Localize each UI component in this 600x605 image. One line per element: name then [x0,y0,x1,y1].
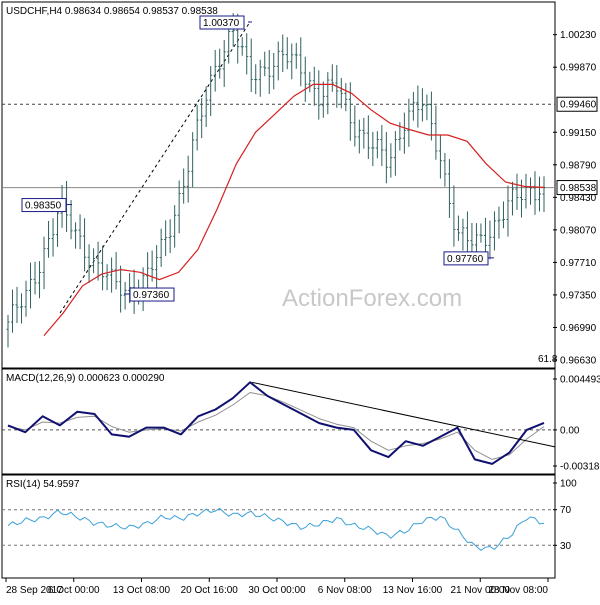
rsi-line [7,507,545,552]
macd-signal-line [7,392,545,460]
macd-plot: 0.004493 0.00 -0.003186 [2,375,600,473]
price-annotation-label: 0.98350 [25,201,62,212]
candles [6,13,546,348]
price-annotation-label: 0.97760 [447,254,484,265]
rsi-tick-label: 30 [560,541,572,552]
time-tick-label: 13 Nov 16:00 [383,585,443,596]
price-tick-label: 0.97710 [560,258,597,269]
price-axis: 1.00230 0.99870 0.99150 0.98790 0.98430 0.980… [553,30,597,367]
macd-main-line [7,381,545,465]
price-panel-title: USDCHF,H4 0.98634 0.98654 0.98537 0.9853… [6,6,218,17]
watermark: ActionForex.com [282,285,462,312]
price-level-tag [556,180,598,196]
price-annotation-label: 1.00370 [203,18,240,29]
moving-average [43,83,545,336]
rsi-tick-label: 70 [560,505,572,516]
price-level-tag-label: 0.98538 [560,183,597,194]
price-level-tag [556,96,598,112]
macd-tick-label: 0.004493 [560,375,600,386]
macd-trendline [251,381,556,448]
price-tick-label: 0.96990 [560,323,597,334]
price-tick-label: 1.00230 [560,30,597,41]
time-tick-label: 6 Oct 00:00 [48,585,100,596]
price-tick-label: 0.96630 [560,356,597,367]
time-tick-label: 6 Nov 08:00 [318,585,372,596]
price-tick-label: 0.98070 [560,225,597,236]
dashed-trendline [59,21,251,314]
macd-panel-frame [1,368,556,475]
macd-tick-label: -0.003186 [560,462,600,473]
time-tick-label: 20 Oct 16:00 [181,585,239,596]
time-tick-label: 30 Oct 00:00 [248,585,306,596]
price-tick-label: 0.99870 [560,63,597,74]
price-tick-label: 0.99150 [560,128,597,139]
trendlines [59,21,251,314]
price-level-tag-label: 0.99460 [560,100,597,111]
price-tick-label: 0.97350 [560,290,597,301]
time-tick-label: 13 Oct 08:00 [113,585,171,596]
fib-annotation-label: 61.8 [538,354,558,365]
time-tick-label: 28 Nov 08:00 [489,585,549,596]
price-level-tags: 0.99460 0.98538 [556,96,598,196]
price-tick-label: 0.98790 [560,160,597,171]
price-panel-frame [1,1,556,369]
time-tick-label: 21 Nov 00:00 [451,585,511,596]
moving-average-line [43,83,545,336]
price-annotation-box [199,15,245,30]
rsi-plot: 100 70 30 [2,479,577,552]
time-tick-label: 28 Sep 2017 [6,585,63,596]
annotations: 1.00370 0.98350 0.97360 0.97760 61.8 [21,15,558,365]
rsi-panel-title: RSI(14) 54.9597 [6,479,80,490]
macd-panel-title: MACD(12,26,9) 0.000623 0.000290 [6,373,165,384]
price-grid [2,103,555,189]
rsi-panel-frame [1,474,556,579]
price-annotation-label: 0.97360 [133,290,170,301]
price-tick-label: 0.98430 [560,193,597,204]
rsi-tick-label: 100 [560,479,577,490]
macd-tick-label: 0.00 [560,425,580,436]
